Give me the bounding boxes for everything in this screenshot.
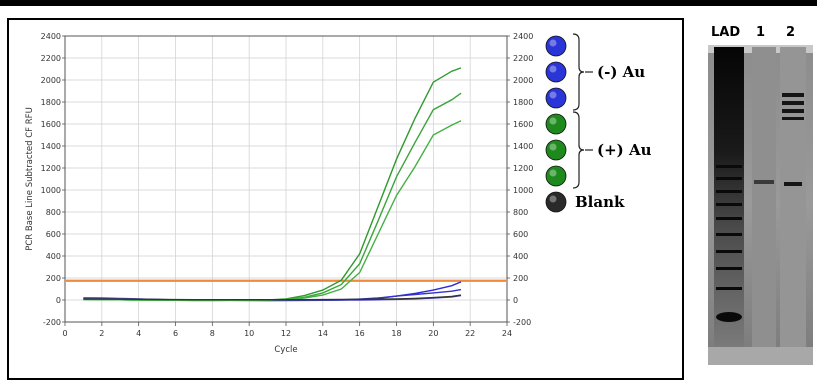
- top-border: [0, 0, 817, 6]
- x-tick-label: 2: [99, 329, 104, 338]
- y-tick-label-left: 800: [46, 208, 61, 217]
- ladder-bands: [716, 165, 742, 322]
- legend-marker-highlight-5: [549, 169, 557, 177]
- y-tick-label-right: 1800: [513, 98, 533, 107]
- legend-label-blank: Blank: [575, 193, 625, 211]
- y-tick-label-left: -200: [43, 318, 61, 327]
- lane-label-ladder: LAD: [711, 25, 741, 40]
- gel-electrophoresis-image: LAD 1 2: [708, 25, 813, 365]
- y-tick-label-left: 1000: [41, 186, 61, 195]
- legend-marker-4: [545, 139, 567, 161]
- legend-label-plus-au: (+) Au: [597, 141, 652, 159]
- x-tick-label: 16: [355, 329, 365, 338]
- legend-marker-highlight-1: [549, 65, 557, 73]
- x-tick-label: 12: [281, 329, 291, 338]
- y-tick-label-right: 2000: [513, 76, 533, 85]
- y-tick-label-right: 1600: [513, 120, 533, 129]
- x-tick-label: 20: [428, 329, 438, 338]
- series-line-plus-5: [83, 120, 462, 302]
- y-tick-label-right: 400: [513, 252, 528, 261]
- x-axis-title: Cycle: [274, 345, 297, 355]
- y-tick-label-left: 2200: [41, 54, 61, 63]
- legend-marker-highlight-0: [549, 39, 557, 47]
- x-tick-label: 22: [465, 329, 475, 338]
- x-tick-label: 6: [173, 329, 178, 338]
- lane-1-band: [754, 180, 774, 184]
- legend-label-minus-au: (-) Au: [597, 63, 645, 81]
- x-tick-label: 10: [244, 329, 254, 338]
- lane-2: [780, 47, 806, 347]
- y-tick-label-right: 800: [513, 208, 528, 217]
- y-tick-label-right: 1400: [513, 142, 533, 151]
- y-tick-label-left: 2000: [41, 76, 61, 85]
- series-line-blank-6: [83, 294, 462, 301]
- y-tick-label-left: 1400: [41, 142, 61, 151]
- series-line-minus-0: [83, 281, 462, 302]
- lane-label-2: 2: [786, 25, 796, 40]
- y-tick-label-right: 2400: [513, 32, 533, 41]
- x-tick-label: 24: [502, 329, 512, 338]
- lane-label-1: 1: [756, 25, 766, 40]
- x-tick-label: 18: [391, 329, 401, 338]
- y-tick-label-right: -200: [513, 318, 531, 327]
- gel-photo: [708, 45, 813, 365]
- x-tick-label: 0: [62, 329, 67, 338]
- legend-marker-highlight-6: [549, 195, 557, 203]
- ladder-lane: [714, 47, 744, 347]
- legend-marker-highlight-3: [549, 117, 557, 125]
- legend-marker-highlight-4: [549, 143, 557, 151]
- y-tick-label-right: 0: [513, 296, 518, 305]
- y-tick-label-left: 1200: [41, 164, 61, 173]
- brace-plus-au: [572, 111, 585, 189]
- legend-marker-6: [545, 191, 567, 213]
- y-tick-label-left: 400: [46, 252, 61, 261]
- y-tick-label-left: 2400: [41, 32, 61, 41]
- gel-bottom: [708, 347, 813, 365]
- x-tick-label: 4: [136, 329, 141, 338]
- y-tick-label-right: 600: [513, 230, 528, 239]
- y-tick-label-left: 1600: [41, 120, 61, 129]
- y-tick-label-right: 200: [513, 274, 528, 283]
- pcr-chart-panel: 0 2 4 6 8 10 12 14 16 18 20 22 24 -200 -200 0 0 200 200 400…: [7, 18, 684, 380]
- y-tick-label-right: 1200: [513, 164, 533, 173]
- y-tick-label-right: 2200: [513, 54, 533, 63]
- legend-marker-0: [545, 35, 567, 57]
- legend-marker-3: [545, 113, 567, 135]
- y-tick-label-right: 1000: [513, 186, 533, 195]
- legend-marker-5: [545, 165, 567, 187]
- y-axis-title: PCR Base Line Subtracted CF RFU: [25, 107, 35, 251]
- legend-marker-highlight-2: [549, 91, 557, 99]
- x-tick-label: 8: [210, 329, 215, 338]
- legend-marker-2: [545, 87, 567, 109]
- y-tick-label-left: 0: [56, 296, 61, 305]
- y-tick-label-left: 200: [46, 274, 61, 283]
- legend-marker-1: [545, 61, 567, 83]
- lane-1: [752, 47, 776, 347]
- y-tick-label-left: 1800: [41, 98, 61, 107]
- lane-2-bands: [782, 93, 804, 186]
- y-tick-label-left: 600: [46, 230, 61, 239]
- brace-minus-au: [572, 33, 585, 111]
- x-tick-label: 14: [318, 329, 328, 338]
